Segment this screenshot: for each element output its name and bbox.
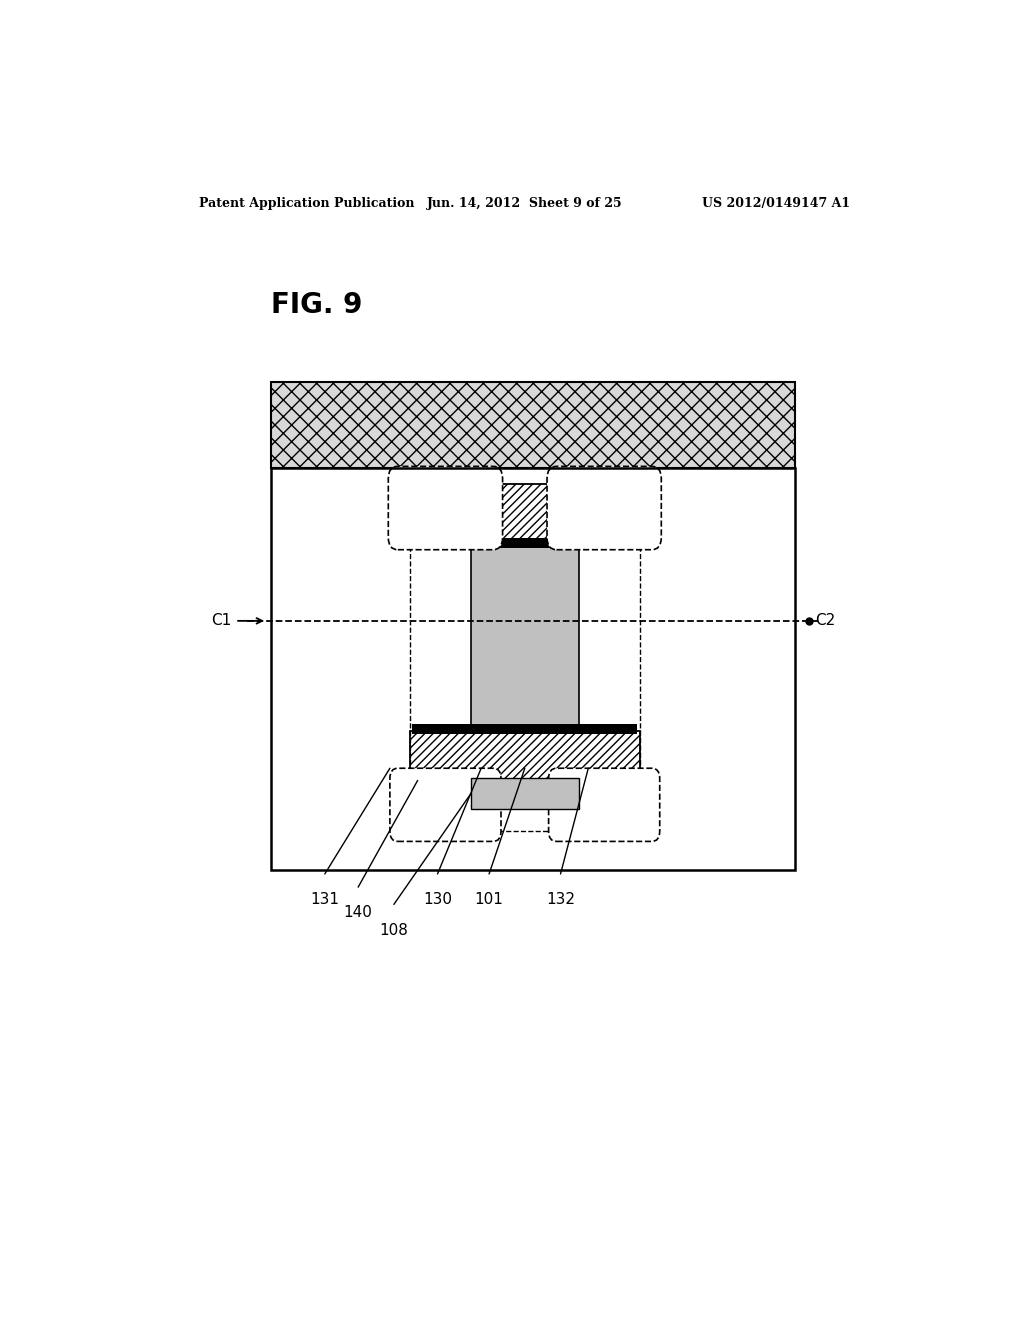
FancyBboxPatch shape bbox=[388, 466, 503, 549]
Text: 108: 108 bbox=[380, 923, 409, 937]
Text: 131: 131 bbox=[310, 892, 339, 907]
Bar bbox=[270, 469, 795, 870]
Text: US 2012/0149147 A1: US 2012/0149147 A1 bbox=[702, 197, 850, 210]
Bar bbox=[579, 784, 640, 870]
Bar bbox=[410, 784, 471, 870]
Bar bbox=[270, 469, 410, 870]
Bar bbox=[471, 779, 579, 809]
Bar bbox=[410, 469, 471, 483]
Text: FIG. 9: FIG. 9 bbox=[270, 290, 362, 318]
FancyBboxPatch shape bbox=[390, 768, 501, 841]
Bar bbox=[270, 381, 795, 469]
Bar bbox=[410, 483, 640, 543]
FancyBboxPatch shape bbox=[547, 466, 662, 549]
Text: C1: C1 bbox=[211, 614, 231, 628]
Bar bbox=[579, 543, 640, 731]
Text: Patent Application Publication: Patent Application Publication bbox=[200, 197, 415, 210]
Bar bbox=[471, 809, 579, 870]
Bar bbox=[579, 469, 640, 483]
Bar bbox=[410, 768, 640, 837]
Bar bbox=[410, 731, 640, 784]
Text: 130: 130 bbox=[423, 892, 452, 907]
Bar bbox=[471, 543, 579, 731]
Bar bbox=[412, 537, 638, 548]
Text: Jun. 14, 2012  Sheet 9 of 25: Jun. 14, 2012 Sheet 9 of 25 bbox=[427, 197, 623, 210]
Bar bbox=[410, 543, 471, 731]
Bar bbox=[640, 469, 795, 870]
Text: 140: 140 bbox=[344, 906, 373, 920]
Bar bbox=[412, 723, 638, 734]
Text: 132: 132 bbox=[546, 892, 575, 907]
Text: 101: 101 bbox=[475, 892, 504, 907]
Bar bbox=[412, 779, 638, 788]
FancyBboxPatch shape bbox=[549, 768, 659, 841]
Text: C2: C2 bbox=[815, 614, 836, 628]
